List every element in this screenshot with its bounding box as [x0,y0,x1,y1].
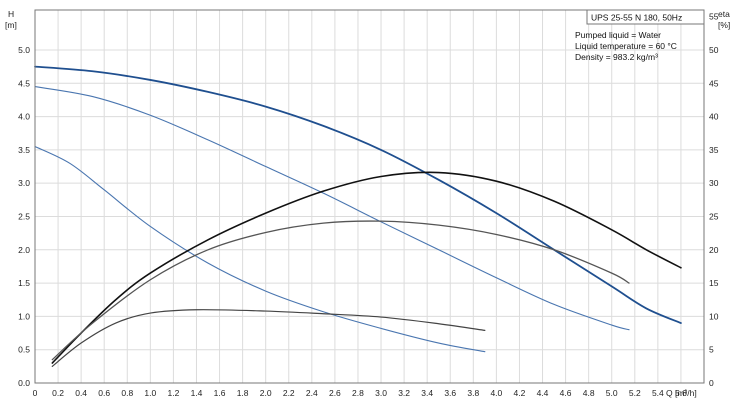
x-tick-label: 1.8 [237,388,249,398]
x-tick-label: 4.0 [490,388,502,398]
y-tick-label-right: 25 [709,211,719,221]
x-tick-label: 4.4 [537,388,549,398]
series-lines [34,65,682,367]
head-curve-3 [34,145,486,353]
x-tick-label: 4.8 [583,388,595,398]
efficiency-curve-6 [51,309,486,367]
tick-labels: 0 0.2 0.4 0.6 0.8 1.0 1.2 1.4 1.6 1.8 2.0 2.2 2.4 2.6… [18,12,719,398]
y-tick-label-right: 20 [709,245,719,255]
y-tick-label-left: 3.0 [18,178,30,188]
y-tick-label-right: 40 [709,112,719,122]
y-tick-label-right: 35 [709,145,719,155]
x-tick-label: 0.4 [75,388,87,398]
x-tick-label: 0.6 [98,388,110,398]
x-tick-label: 5.6 [675,388,687,398]
y-tick-label-left: 2.5 [18,211,30,221]
efficiency-curve-5 [51,220,630,361]
y-tick-label-left: 0.5 [18,345,30,355]
x-tick-label: 4.2 [514,388,526,398]
x-tick-label: 2.0 [260,388,272,398]
y-tick-label-left: 2.0 [18,245,30,255]
efficiency-curve-4 [51,171,682,364]
y-tick-label-right: 5 [709,345,714,355]
x-tick-label: 1.4 [191,388,203,398]
head-curve-1 [34,65,682,324]
y-tick-label-left: 3.5 [18,145,30,155]
x-tick-label: 0 [33,388,38,398]
annotation-density: Density = 983.2 kg/m³ [575,52,658,62]
x-tick-label: 0.8 [121,388,133,398]
y-axis-label-right-unit: [%] [718,20,730,30]
y-tick-label-right: 15 [709,278,719,288]
x-tick-label: 0.2 [52,388,64,398]
y-tick-label-right: 10 [709,311,719,321]
y-tick-label-right: 50 [709,45,719,55]
x-tick-label: 2.6 [329,388,341,398]
x-tick-label: 1.6 [214,388,226,398]
x-tick-label: 2.2 [283,388,295,398]
head-curve-2 [34,86,630,331]
annotation-temperature: Liquid temperature = 60 °C [575,41,677,51]
x-tick-label: 3.4 [421,388,433,398]
grid [34,10,704,384]
y-tick-label-right: 45 [709,78,719,88]
x-axis-label: Q [m³/h] [666,388,697,398]
x-tick-label: 3.6 [444,388,456,398]
y-axis-label-left-unit: [m] [5,20,17,30]
x-tick-label: 1.2 [167,388,179,398]
x-tick-label: 2.4 [306,388,318,398]
y-axis-label-left-symbol: H [8,9,14,19]
y-tick-label-left: 4.0 [18,112,30,122]
title-box [586,9,705,25]
x-tick-label: 3.2 [398,388,410,398]
x-tick-label: 3.8 [467,388,479,398]
y-axis-label-right-symbol: eta [718,9,730,19]
x-tick-label: 2.8 [352,388,364,398]
chart-title: UPS 25-55 N 180, 50Hz [591,13,682,23]
y-tick-label-right: 30 [709,178,719,188]
y-tick-label-left: 5.0 [18,45,30,55]
y-tick-label-right: 55 [709,12,719,22]
x-tick-label: 3.0 [375,388,387,398]
x-tick-label: 1.0 [144,388,156,398]
annotation-liquid: Pumped liquid = Water [575,30,661,40]
plot-frame [34,9,705,384]
y-tick-label-left: 0.0 [18,378,30,388]
y-tick-label-left: 1.5 [18,278,30,288]
x-tick-label: 5.4 [652,388,664,398]
y-tick-label-left: 1.0 [18,311,30,321]
x-tick-label: 5.2 [629,388,641,398]
x-tick-label: 4.6 [560,388,572,398]
y-tick-label-right: 0 [709,378,714,388]
y-tick-label-left: 4.5 [18,78,30,88]
x-tick-label: 5.0 [606,388,618,398]
